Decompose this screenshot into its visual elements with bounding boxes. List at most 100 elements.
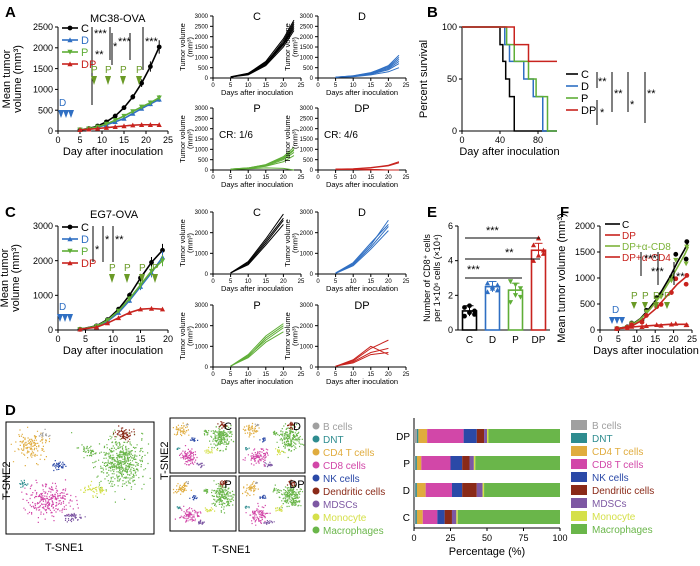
A-small-DP-xtick-3: 15 <box>367 175 374 181</box>
D-bar-D-1 <box>415 483 417 497</box>
panel-A-treatment-arrows: D P P P P <box>58 65 143 118</box>
D-bar-C-6 <box>451 510 457 524</box>
A-small-D-y-label-0: Tumor volume <box>283 23 292 71</box>
A-legend-label-D: D <box>81 35 89 47</box>
A-small-line-P-4 <box>230 167 295 171</box>
A-small-line-D-5 <box>335 67 400 78</box>
C-small-P-ytick-2: 2000 <box>195 324 209 330</box>
panel-label-A: A <box>5 4 16 21</box>
A-small-C-ytick-2: 1000 <box>195 55 209 61</box>
A-small-D-xtick-0: 0 <box>316 83 320 89</box>
C-small-C-y-label-0: Tumor volume <box>178 219 187 267</box>
D-legend-left-dot-8 <box>312 526 320 534</box>
F-x-label: Days after inoculation <box>593 345 699 357</box>
A-small-DP-ytick-2: 1000 <box>300 147 314 153</box>
panel-E-significance: *** *** ** <box>465 225 540 279</box>
C-small-P: 0 5 10 15 20 25 0 1000 2000 3000 Days after inocul… <box>178 300 305 386</box>
panel-label-D: D <box>5 402 16 419</box>
A-legend-label-P: P <box>81 47 88 59</box>
D-legend-right-swatch-7 <box>571 511 587 521</box>
A-small-P-ytick-4: 2000 <box>195 127 209 133</box>
panel-B-survival-chart: 0 40 80 0 50 100 Day after inoculation Percent … <box>418 22 656 158</box>
C-line-DP <box>79 307 163 331</box>
C-point-DP-6 <box>148 305 155 311</box>
D-legend-left-label-6: MDSCs <box>323 500 357 511</box>
D-bar-DP-8 <box>488 429 560 443</box>
A-point-DP-8 <box>147 122 153 127</box>
A-point-C-6 <box>130 94 136 100</box>
F-legend-label-DP: DP <box>622 231 636 242</box>
C-small-D-ytick-1: 1000 <box>300 251 314 257</box>
D-bar-DP-7 <box>487 429 489 443</box>
D-bar-C-4 <box>437 510 445 524</box>
F-xtick-1: 5 <box>616 334 621 344</box>
tsne-overview-points-cluster-1 <box>113 425 136 442</box>
C-small-title-P: P <box>253 300 260 312</box>
D-legend-right-swatch-0 <box>571 420 587 430</box>
C-point-DP-0 <box>77 326 83 332</box>
D-bar-D-0 <box>414 483 416 497</box>
C-small-D-xtick-5: 25 <box>403 279 410 285</box>
A-small-DP-xtick-1: 5 <box>334 175 338 181</box>
panel-D-tsne-groups: C DP DP T-SNE1 T-SNE2 <box>159 417 306 556</box>
C-legend-label-DP: DP <box>81 258 96 270</box>
E-point-P-4 <box>512 282 519 288</box>
panel-label-F: F <box>560 204 569 221</box>
panel-C-main-chart: EG7-OVA 0 5 10 15 20 0 1000 2000 3000 Day after i… <box>0 209 173 357</box>
tsne-small-points-3 <box>242 479 304 526</box>
A-point-DP-6 <box>130 122 136 128</box>
C-point-DP-2 <box>104 320 111 326</box>
D-legend-right-swatch-3 <box>571 459 587 469</box>
F-point-DP+α-CD8-4 <box>643 309 649 315</box>
sig-A-1: ** <box>95 49 104 61</box>
tsne-small-points-1-cluster-5 <box>264 461 273 468</box>
D-ytick-C: C <box>403 513 410 524</box>
sig-E-2: ** <box>505 247 514 259</box>
tsne-small-points-2-cluster-6 <box>189 495 198 501</box>
A-small-C-xtick-5: 25 <box>298 83 305 89</box>
D-xtick-1: 25 <box>445 533 455 543</box>
C-main-ytick-2: 2000 <box>33 256 53 266</box>
treat-D-label-C: D <box>59 302 66 313</box>
C-small-P-y-label-0: Tumor volume <box>178 312 187 360</box>
tsne-small-points-1-cluster-3 <box>242 422 260 438</box>
A-small-DP-xtick-4: 20 <box>385 175 392 181</box>
C-main-x-label: Day after inoculation <box>63 345 163 357</box>
A-small-DP-xtick-2: 10 <box>350 175 357 181</box>
D-bar-D-8 <box>484 483 560 497</box>
E-y-label-1: per 1×10⁶ cells (×10⁴) <box>432 234 442 322</box>
A-small-D-xtick-2: 10 <box>350 83 357 89</box>
sig-B-4: ** <box>647 88 656 100</box>
E-xtick-P: P <box>512 335 519 346</box>
F-point-DP+α-CD4-1 <box>624 325 630 330</box>
F-xtick-2: 10 <box>632 334 642 344</box>
C-small-DP-ytick-1: 1000 <box>300 344 314 350</box>
tsne-small-points-2-cluster-9 <box>185 481 189 485</box>
A-main-ytick-2: 1000 <box>33 85 53 95</box>
A-small-C-xtick-4: 20 <box>280 83 287 89</box>
A-small-C-xtick-3: 15 <box>262 83 269 89</box>
E-point-D-5 <box>494 287 501 293</box>
tsne-small-points-1-cluster-1 <box>287 421 296 430</box>
A-small-DP-xtick-0: 0 <box>316 175 320 181</box>
F-ytick-0: 0 <box>590 325 595 335</box>
A-small-DP-y-label-1: (mm³) <box>291 129 300 149</box>
D-legend-right-label-1: DNT <box>592 434 613 445</box>
A-small-P-ytick-5: 2500 <box>195 116 209 122</box>
tsne-small-frame-1 <box>238 417 306 474</box>
tsne-overview-points-cluster-4 <box>76 444 97 459</box>
A-main-ytick-3: 1500 <box>33 64 53 74</box>
F-point-DP+α-CD4-9 <box>683 281 689 287</box>
E-ytick-2: 4 <box>448 256 453 266</box>
treat-P-label-A2: P <box>105 65 112 76</box>
A-point-C-4 <box>112 113 118 119</box>
B-xtick-2: 80 <box>533 135 543 145</box>
C-small-line-C-0 <box>230 213 284 274</box>
A-small-D-xtick-1: 5 <box>334 83 338 89</box>
F-point-DP-3 <box>639 324 645 329</box>
C-small-C: 0 5 10 15 20 25 0 1000 2000 3000 Days after inocul… <box>178 207 305 293</box>
A-point-C-8 <box>148 64 153 69</box>
